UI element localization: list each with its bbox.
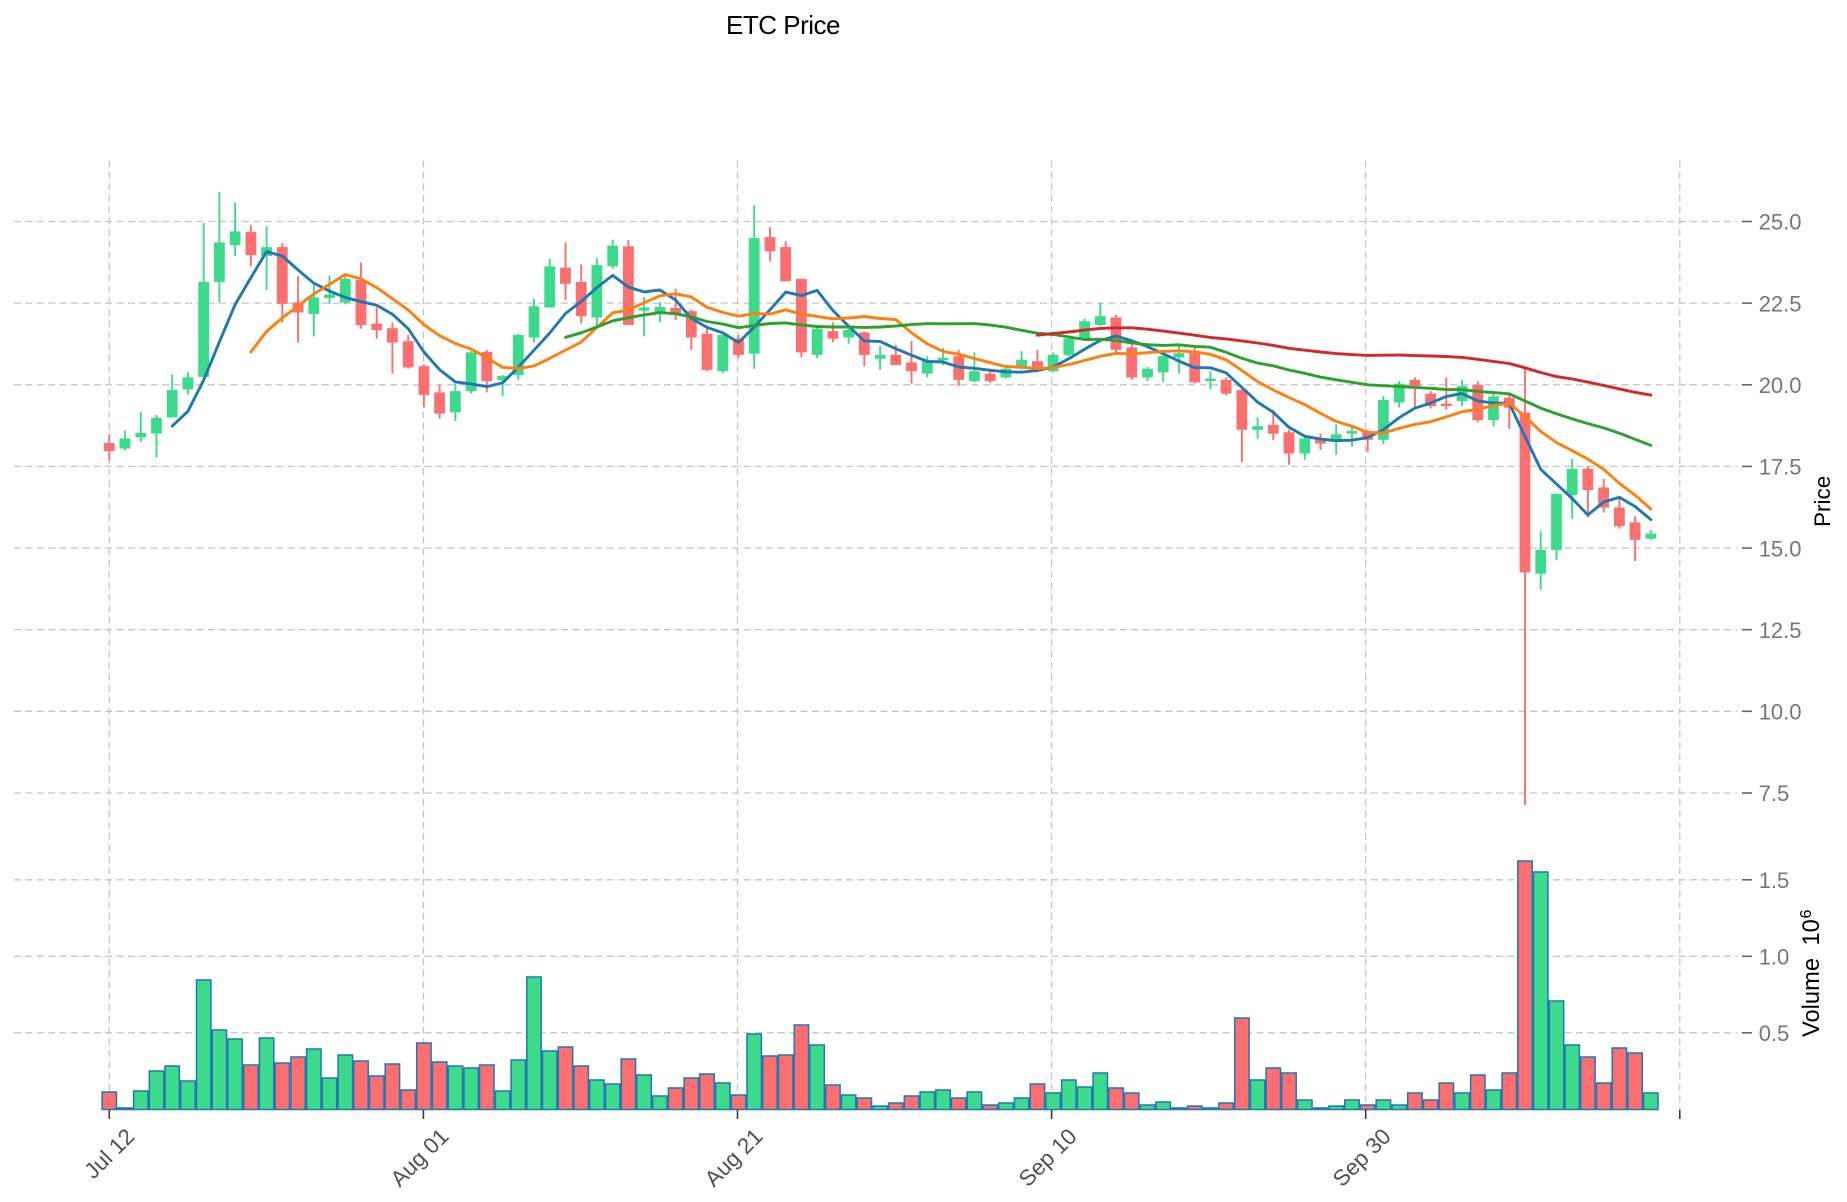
svg-text:12.5: 12.5 <box>1759 618 1802 643</box>
svg-text:0.5: 0.5 <box>1759 1021 1790 1046</box>
svg-text:ETC Price: ETC Price <box>726 10 840 40</box>
svg-text:1.5: 1.5 <box>1759 868 1790 893</box>
svg-text:17.5: 17.5 <box>1759 455 1802 480</box>
svg-text:10.0: 10.0 <box>1759 700 1802 725</box>
svg-text:15.0: 15.0 <box>1759 536 1802 561</box>
svg-text:22.5: 22.5 <box>1759 291 1802 316</box>
svg-text:25.0: 25.0 <box>1759 210 1802 235</box>
svg-text:Volume: Volume <box>1799 958 1825 1037</box>
svg-text:6: 6 <box>1798 910 1815 919</box>
svg-text:Price: Price <box>1810 476 1835 527</box>
svg-text:20.0: 20.0 <box>1759 373 1802 398</box>
svg-text:1.0: 1.0 <box>1759 945 1790 970</box>
svg-text:10: 10 <box>1799 919 1825 945</box>
svg-text:7.5: 7.5 <box>1759 781 1790 806</box>
